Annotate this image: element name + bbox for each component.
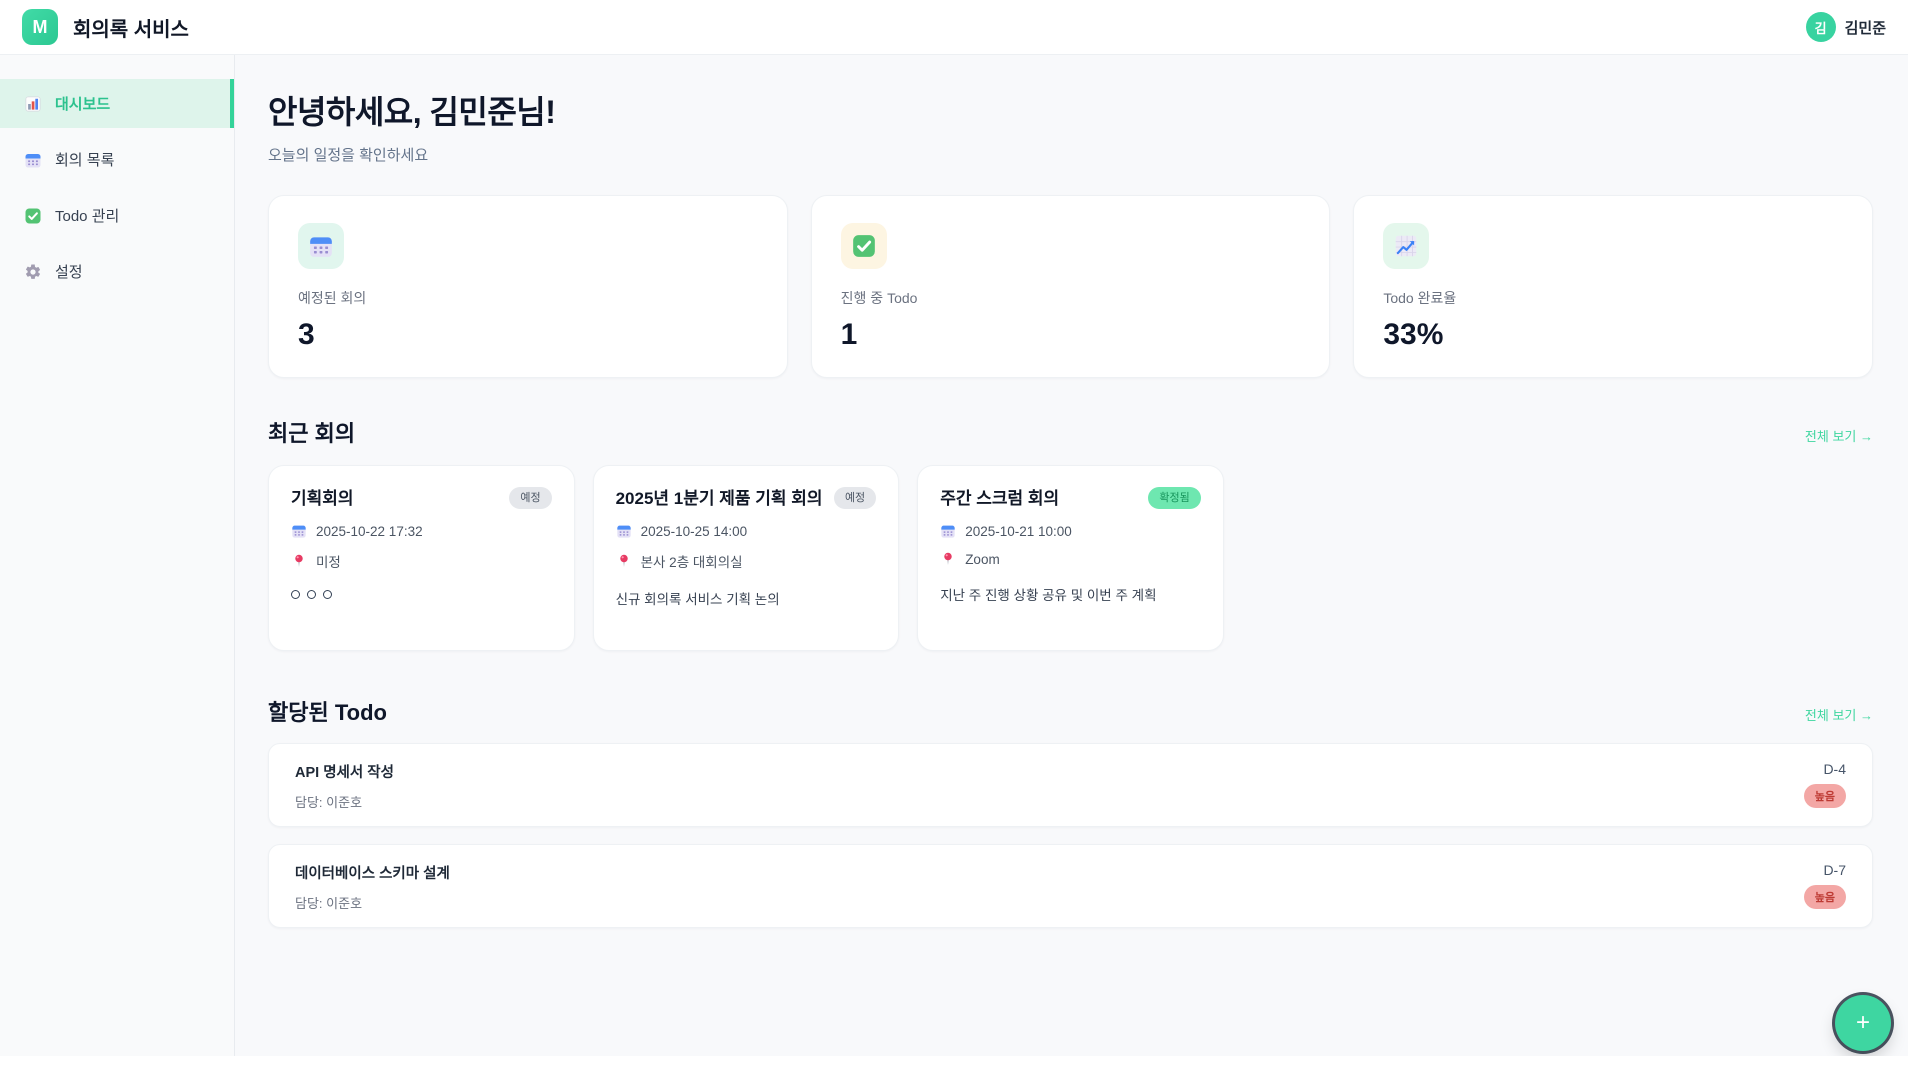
app-title: 회의록 서비스 bbox=[73, 18, 189, 41]
priority-badge: 높음 bbox=[1803, 885, 1846, 909]
sidebar-item-label: Todo 관리 bbox=[55, 208, 120, 225]
sidebar-item-settings[interactable]: 설정 bbox=[0, 247, 234, 296]
stat-value: 33% bbox=[1383, 318, 1444, 351]
stat-label: 예정된 회의 bbox=[298, 290, 367, 306]
calendar-icon bbox=[941, 525, 955, 538]
pushpin-icon bbox=[619, 554, 628, 568]
meeting-description: 지난 주 진행 상황 공유 및 이번 주 계획 bbox=[940, 588, 1157, 604]
meeting-title: 주간 스크럼 회의 bbox=[940, 489, 1060, 508]
stat-value: 1 bbox=[840, 318, 858, 351]
stat-card-scheduled-meetings: 예정된 회의 3 bbox=[268, 195, 788, 378]
calendar-icon bbox=[298, 223, 344, 269]
calendar-icon bbox=[616, 525, 631, 538]
add-button[interactable]: + bbox=[1835, 995, 1891, 1051]
app-logo: M bbox=[22, 9, 58, 45]
top-header: M 회의록 서비스 김 김민준 bbox=[0, 0, 1908, 55]
recent-meetings-section: 최근 회의 전체 보기 → 기획회의 예정 2025-10-22 17:32 bbox=[268, 416, 1873, 651]
section-title: 할당된 Todo bbox=[268, 700, 387, 725]
assigned-todos-section: 할당된 Todo 전체 보기 → API 명세서 작성 담당: 이준호 D-4 … bbox=[268, 695, 1873, 928]
meeting-location: 본사 2층 대회의실 bbox=[616, 551, 877, 571]
gear-icon bbox=[24, 263, 42, 281]
meeting-datetime: 2025-10-25 14:00 bbox=[616, 523, 877, 539]
meeting-location: Zoom bbox=[940, 551, 1201, 567]
status-badge: 예정 bbox=[509, 487, 552, 510]
chart-increasing-icon bbox=[1383, 223, 1430, 269]
attendee-dots bbox=[291, 590, 552, 600]
check-square-icon bbox=[840, 223, 887, 269]
status-badge: 확정됨 bbox=[1148, 487, 1201, 510]
section-title: 최근 회의 bbox=[268, 421, 356, 446]
stat-label: Todo 완료율 bbox=[1383, 290, 1457, 306]
stat-card-in-progress-todo: 진행 중 Todo 1 bbox=[810, 195, 1331, 378]
check-square-icon bbox=[24, 206, 42, 225]
todo-list: API 명세서 작성 담당: 이준호 D-4 높음 데이터베이스 스키마 설계 … bbox=[268, 743, 1873, 928]
todo-due-date: D-4 bbox=[1823, 761, 1846, 777]
todo-row[interactable]: API 명세서 작성 담당: 이준호 D-4 높음 bbox=[268, 743, 1873, 827]
meeting-title: 기획회의 bbox=[291, 489, 354, 508]
sidebar-item-label: 회의 목록 bbox=[55, 152, 115, 169]
meeting-title: 2025년 1분기 제품 기획 회의 bbox=[615, 489, 823, 508]
todo-title: API 명세서 작성 bbox=[295, 765, 394, 781]
stats-row: 예정된 회의 3 진행 중 Todo 1 Todo 완료율 33% bbox=[268, 195, 1873, 378]
page-subtitle: 오늘의 일정을 확인하세요 bbox=[268, 147, 429, 164]
meeting-card[interactable]: 주간 스크럼 회의 확정됨 2025-10-21 10:00 Zoom 지난 주… bbox=[917, 465, 1224, 651]
brand[interactable]: M 회의록 서비스 bbox=[22, 9, 189, 45]
status-badge: 예정 bbox=[833, 487, 877, 510]
page-title: 안녕하세요, 김민준님! bbox=[268, 94, 556, 130]
pushpin-icon bbox=[944, 552, 952, 566]
todo-due-date: D-7 bbox=[1823, 862, 1846, 878]
stat-card-todo-completion: Todo 완료율 33% bbox=[1353, 195, 1873, 378]
main-content: 안녕하세요, 김민준님! 오늘의 일정을 확인하세요 예정된 회의 3 진행 중… bbox=[235, 55, 1908, 1056]
user-menu[interactable]: 김 김민준 bbox=[1805, 12, 1886, 42]
meetings-grid: 기획회의 예정 2025-10-22 17:32 미정 bbox=[268, 465, 1873, 651]
sidebar: 대시보드 회의 목록 Todo 관리 설정 bbox=[0, 55, 235, 1056]
pushpin-icon bbox=[295, 554, 303, 568]
view-all-meetings-link[interactable]: 전체 보기 → bbox=[1804, 429, 1873, 444]
todo-assignee: 담당: 이준호 bbox=[295, 795, 363, 810]
meeting-location: 미정 bbox=[291, 551, 552, 571]
bar-chart-icon bbox=[24, 95, 42, 113]
todo-row[interactable]: 데이터베이스 스키마 설계 담당: 이준호 D-7 높음 bbox=[268, 844, 1873, 928]
meeting-datetime: 2025-10-21 10:00 bbox=[940, 523, 1201, 539]
priority-badge: 높음 bbox=[1803, 784, 1846, 808]
sidebar-item-label: 설정 bbox=[55, 264, 83, 281]
calendar-icon bbox=[292, 525, 306, 538]
calendar-icon bbox=[24, 151, 42, 169]
meeting-datetime: 2025-10-22 17:32 bbox=[291, 523, 552, 539]
todo-title: 데이터베이스 스키마 설계 bbox=[295, 866, 450, 882]
sidebar-item-label: 대시보드 bbox=[55, 96, 111, 113]
stat-label: 진행 중 Todo bbox=[840, 290, 918, 306]
user-name: 김민준 bbox=[1844, 19, 1886, 37]
sidebar-item-meetings[interactable]: 회의 목록 bbox=[0, 135, 234, 184]
meeting-description: 신규 회의록 서비스 기획 논의 bbox=[615, 592, 780, 608]
todo-assignee: 담당: 이준호 bbox=[295, 896, 363, 911]
user-avatar[interactable]: 김 bbox=[1805, 12, 1836, 42]
meeting-card[interactable]: 2025년 1분기 제품 기획 회의 예정 2025-10-25 14:00 본… bbox=[592, 465, 900, 651]
sidebar-item-dashboard[interactable]: 대시보드 bbox=[0, 79, 234, 128]
view-all-todos-link[interactable]: 전체 보기 → bbox=[1804, 708, 1873, 723]
stat-value: 3 bbox=[298, 318, 315, 351]
sidebar-item-todos[interactable]: Todo 관리 bbox=[0, 191, 234, 240]
meeting-card[interactable]: 기획회의 예정 2025-10-22 17:32 미정 bbox=[268, 465, 575, 651]
